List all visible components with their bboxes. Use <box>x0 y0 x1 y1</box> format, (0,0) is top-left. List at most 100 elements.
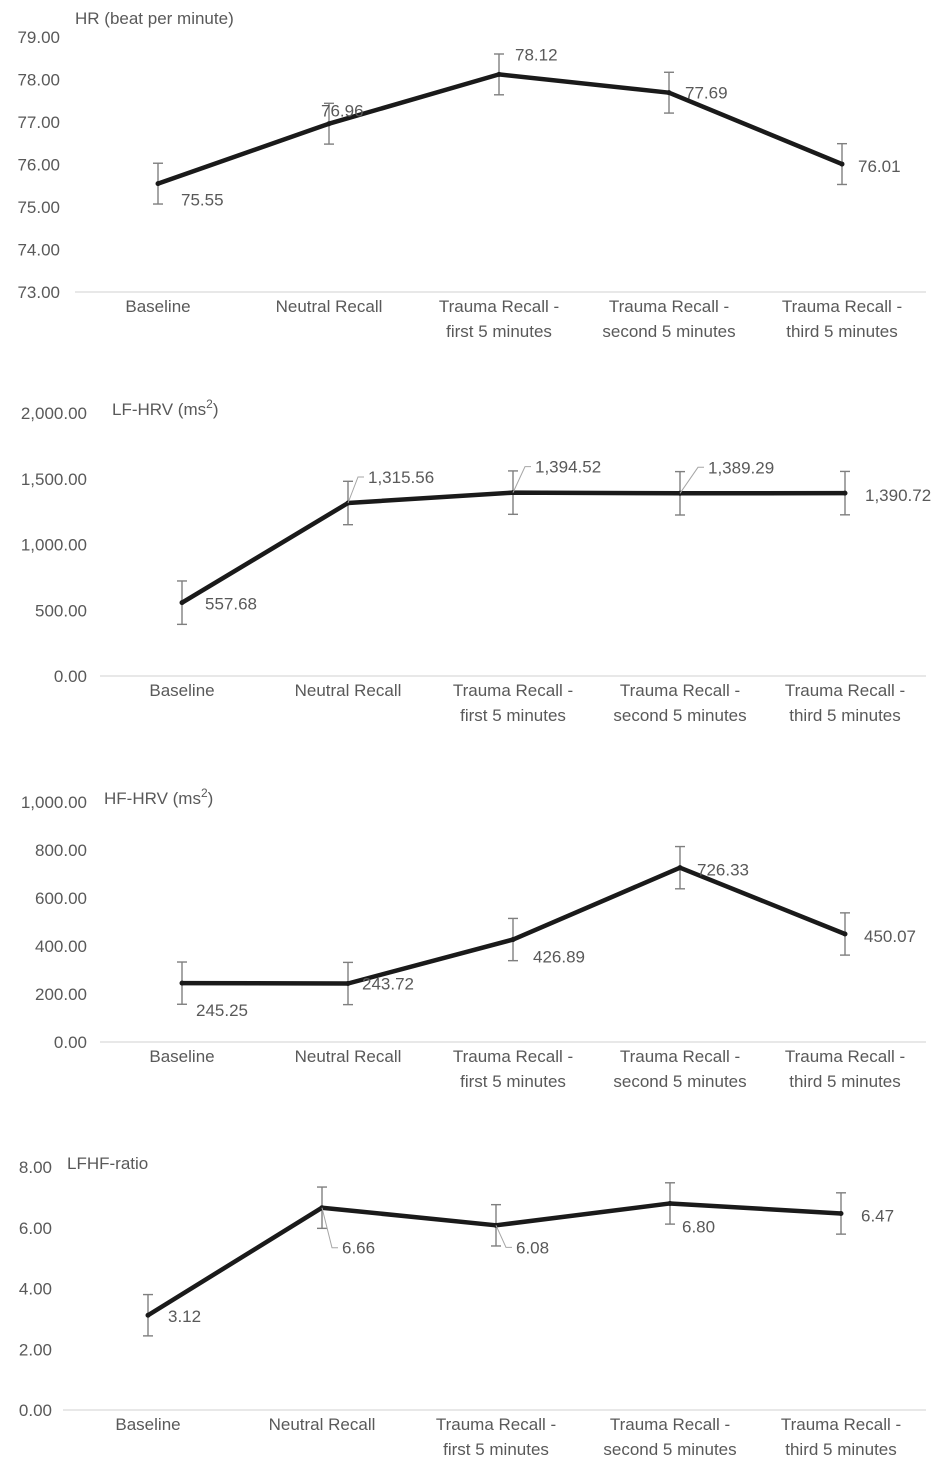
data-point <box>493 1222 499 1228</box>
data-label: 6.47 <box>861 1206 894 1225</box>
x-tick-label: second 5 minutes <box>603 1440 736 1459</box>
y-tick-label: 600.00 <box>35 889 87 908</box>
x-tick-label: Trauma Recall - <box>781 1415 901 1434</box>
y-tick-label: 1,000.00 <box>21 536 87 555</box>
x-tick-label: first 5 minutes <box>443 1440 549 1459</box>
y-tick-label: 6.00 <box>19 1219 52 1238</box>
data-point <box>667 1200 673 1206</box>
chart-3: HF-HRV (ms2) 0.00 200.00 400.00 600.00 800.00… <box>21 786 926 1091</box>
x-tick-label: Neutral Recall <box>276 297 383 316</box>
data-label: 76.01 <box>858 157 901 176</box>
x-tick-label: third 5 minutes <box>785 1440 897 1459</box>
y-tick-label: 1,500.00 <box>21 470 87 489</box>
x-tick-label: Trauma Recall - <box>610 1415 730 1434</box>
x-tick-label: Trauma Recall - <box>439 297 559 316</box>
x-tick-label: Trauma Recall - <box>436 1415 556 1434</box>
data-label: 76.96 <box>321 102 364 121</box>
data-point <box>496 71 502 77</box>
y-tick-label: 77.00 <box>17 113 60 132</box>
x-tick-label: Trauma Recall - <box>785 1047 905 1066</box>
data-label: 450.07 <box>864 927 916 946</box>
data-label: 245.25 <box>196 1001 248 1020</box>
data-label: 243.72 <box>362 975 414 994</box>
y-tick-label: 79.00 <box>17 28 60 47</box>
y-tick-label: 200.00 <box>35 985 87 1004</box>
y-axis-label: HF-HRV (ms2) <box>104 786 213 808</box>
data-label: 6.80 <box>682 1217 715 1236</box>
x-tick-label: Trauma Recall - <box>620 1047 740 1066</box>
x-tick-label: first 5 minutes <box>460 1072 566 1091</box>
y-tick-label: 1,000.00 <box>21 793 87 812</box>
data-point <box>842 931 848 937</box>
y-tick-label: 76.00 <box>17 156 60 175</box>
x-tick-label: second 5 minutes <box>602 322 735 341</box>
chart-4: LFHF-ratio 0.00 2.00 4.00 6.00 8.00 Baseline Ne… <box>19 1154 926 1459</box>
label-leader-line <box>495 1225 512 1248</box>
data-point <box>510 937 516 943</box>
x-tick-label: first 5 minutes <box>446 322 552 341</box>
data-label: 726.33 <box>697 861 749 880</box>
data-point <box>145 1312 151 1318</box>
y-tick-label: 8.00 <box>19 1158 52 1177</box>
data-point <box>155 181 161 187</box>
x-tick-label: first 5 minutes <box>460 706 566 725</box>
y-tick-label: 0.00 <box>54 1033 87 1052</box>
x-tick-label: Neutral Recall <box>295 1047 402 1066</box>
data-point <box>345 981 351 987</box>
x-tick-label: Baseline <box>149 681 214 700</box>
data-point <box>179 600 185 606</box>
y-tick-label: 74.00 <box>17 241 60 260</box>
series-line <box>146 1201 842 1318</box>
x-tick-label: Trauma Recall - <box>785 681 905 700</box>
data-label: 1,394.52 <box>535 458 601 477</box>
data-label: 6.08 <box>516 1238 549 1257</box>
data-point <box>842 490 848 496</box>
y-tick-label: 75.00 <box>17 198 60 217</box>
x-tick-label: third 5 minutes <box>786 322 898 341</box>
data-point <box>839 161 845 167</box>
data-point <box>666 90 672 96</box>
y-axis-label: LF-HRV (ms2) <box>112 397 219 419</box>
x-tick-label: Baseline <box>115 1415 180 1434</box>
data-point <box>838 1210 844 1216</box>
data-label: 78.12 <box>515 45 558 64</box>
x-tick-label: Trauma Recall - <box>453 1047 573 1066</box>
x-tick-label: Baseline <box>125 297 190 316</box>
data-point <box>326 121 332 127</box>
data-label: 6.66 <box>342 1239 375 1258</box>
y-tick-label: 500.00 <box>35 601 87 620</box>
data-point <box>677 865 683 871</box>
data-label: 1,315.56 <box>368 468 434 487</box>
label-leader-line <box>512 466 531 493</box>
x-tick-label: Neutral Recall <box>295 681 402 700</box>
series-line <box>157 72 843 186</box>
data-label: 426.89 <box>533 948 585 967</box>
y-tick-label: 2,000.00 <box>21 404 87 423</box>
y-tick-label: 78.00 <box>17 71 60 90</box>
y-tick-label: 2.00 <box>19 1340 52 1359</box>
data-label: 557.68 <box>205 595 257 614</box>
x-tick-label: second 5 minutes <box>613 1072 746 1091</box>
y-tick-label: 73.00 <box>17 283 60 302</box>
x-tick-label: second 5 minutes <box>613 706 746 725</box>
label-leader-line <box>321 1207 338 1249</box>
x-tick-label: Trauma Recall - <box>453 681 573 700</box>
y-axis-label: HR (beat per minute) <box>75 9 234 28</box>
data-label: 75.55 <box>181 191 224 210</box>
data-point <box>179 980 185 986</box>
x-tick-label: third 5 minutes <box>789 1072 901 1091</box>
x-tick-label: Neutral Recall <box>269 1415 376 1434</box>
x-tick-label: Trauma Recall - <box>609 297 729 316</box>
data-label: 77.69 <box>685 84 728 103</box>
chart-2: LF-HRV (ms2) 0.00 500.00 1,000.00 1,500.00 2,… <box>21 397 931 725</box>
y-tick-label: 4.00 <box>19 1280 52 1299</box>
y-tick-label: 0.00 <box>54 667 87 686</box>
data-label: 3.12 <box>168 1307 201 1326</box>
label-leader-line <box>679 466 704 494</box>
x-tick-label: Trauma Recall - <box>620 681 740 700</box>
label-leader-line <box>347 476 364 504</box>
y-tick-label: 800.00 <box>35 841 87 860</box>
y-axis-label: LFHF-ratio <box>67 1154 148 1173</box>
x-tick-label: Baseline <box>149 1047 214 1066</box>
